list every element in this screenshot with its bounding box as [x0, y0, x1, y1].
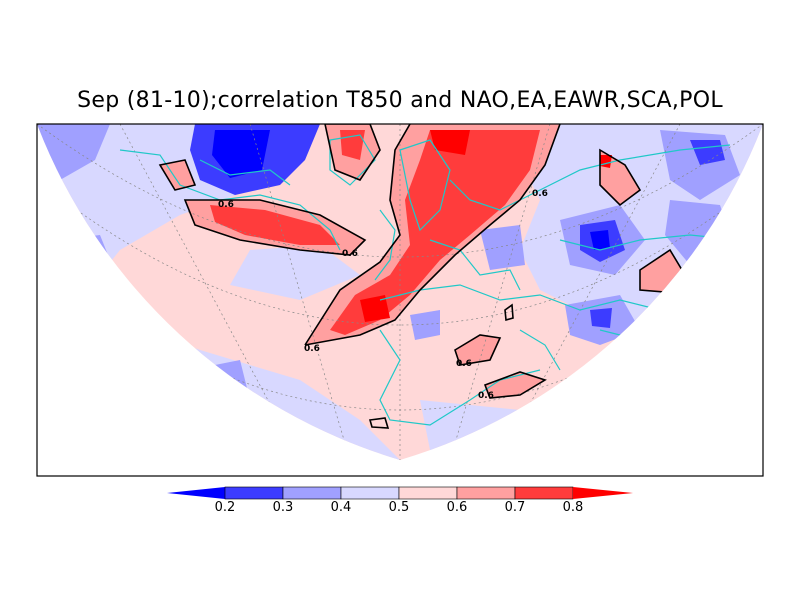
colorbar-tick-label: 0.7: [504, 500, 526, 515]
contour-label: 0.6: [218, 200, 234, 210]
colorbar-swatch: [398, 486, 458, 500]
contour-label: 0.6: [532, 189, 548, 199]
plot-frame: [36, 123, 764, 477]
colorbar-swatch: [224, 486, 284, 500]
colorbar-max-arrow: [573, 487, 633, 499]
colorbar-tick-label: 0.2: [214, 500, 236, 515]
field-0.4-region: [620, 340, 740, 400]
field-0.3-region: [210, 430, 270, 460]
field-0.3-region: [480, 225, 525, 270]
field-0.2-region: [640, 368, 660, 388]
field-0.8-region: [430, 130, 470, 155]
colorbar-swatch: [456, 486, 516, 500]
colorbar-tick-label: 0.3: [272, 500, 294, 515]
field-0.3-region: [630, 360, 670, 400]
field-0.6-region: [690, 265, 735, 320]
field-0.2-region: [590, 308, 612, 328]
colorbar-swatch: [514, 486, 574, 500]
colorbar-swatch: [340, 486, 400, 500]
field-0.3-region: [190, 360, 250, 410]
colorbar-swatch: [282, 486, 342, 500]
field-0.6-region: [485, 372, 545, 398]
contour-label: 0.6: [304, 344, 320, 354]
field-0.6-region: [455, 335, 500, 365]
colorbar-tick-label: 0.6: [446, 500, 468, 515]
field-0.3-region: [37, 124, 110, 180]
colorbar-min-arrow: [167, 487, 225, 499]
contour-lines: [158, 124, 736, 429]
field-0.7-region: [210, 205, 340, 245]
field-0.4-region: [420, 400, 580, 460]
field-0.4-region: [230, 245, 360, 300]
contour-label: 0.6: [456, 359, 472, 369]
field-0.3-region: [410, 310, 440, 340]
graticule: [37, 124, 763, 460]
shaded-field: 0.6 0.6 0.6 0.6 0.6 0.6: [37, 124, 763, 460]
colorbar-tick-label: 0.8: [562, 500, 584, 515]
field-0.8-region: [360, 295, 390, 322]
plot-title: Sep (81-10);correlation T850 and NAO,EA,…: [77, 88, 723, 113]
contour-label: 0.6: [478, 391, 494, 401]
field-0.1-region: [212, 130, 270, 178]
field-0.1-region: [590, 230, 610, 250]
colorbar-tick-label: 0.4: [330, 500, 352, 515]
colorbar: [167, 486, 633, 500]
contour-label: 0.6: [342, 249, 358, 259]
colorbar-tick-label: 0.5: [388, 500, 410, 515]
field-0.7-region: [330, 130, 540, 335]
